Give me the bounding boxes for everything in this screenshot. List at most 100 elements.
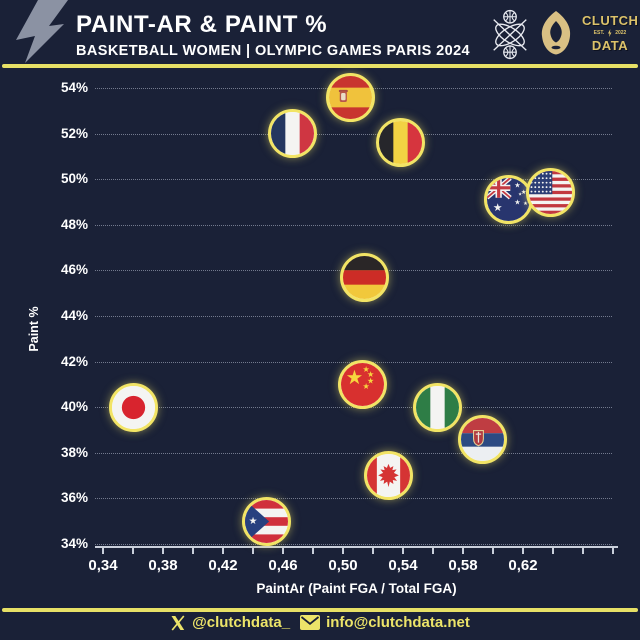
x-tick [522,548,524,554]
x-tick [102,548,104,554]
data-point-puerto-rico: ★ [242,496,291,546]
crossed-basketballs-icon [493,9,527,60]
svg-text:★: ★ [523,201,528,207]
spain-flag-icon [329,75,372,119]
x-tick-label: 0,54 [388,557,418,574]
serbia-flag-icon [461,417,504,461]
brand-est-label: EST. [593,30,605,36]
svg-text:★: ★ [362,382,369,391]
brand-bottom-label: DATA [591,38,629,53]
x-tick [222,548,224,554]
x-tick-label: 0,50 [328,557,358,574]
envelope-icon [300,615,321,630]
x-logo-icon [171,614,185,631]
y-tick-label: 42% [60,353,88,369]
y-tick-label: 36% [60,490,88,506]
gridline [95,544,612,545]
x-tick [492,548,494,554]
x-tick [192,548,194,554]
puerto-rico-flag-icon: ★ [245,499,288,543]
y-axis-title: Paint % [27,306,41,352]
nigeria-flag-icon [416,385,459,429]
svg-text:★: ★ [362,365,369,374]
data-point-germany [339,252,389,302]
y-tick-label: 38% [60,444,88,460]
gridline [95,452,612,454]
email-address: info@clutchdata.net [326,614,470,631]
belgium-flag-icon [378,121,422,165]
x-tick [462,548,464,554]
australia-flag-icon: ★★★★ ★★ [486,178,530,222]
china-flag-icon: ★ ★★★★ [341,362,384,406]
header: PAINT-AR & PAINT % BASKETBALL WOMEN | OL… [76,11,470,59]
gridline [95,316,612,317]
gridline [95,407,612,409]
page-title: PAINT-AR & PAINT % [76,11,328,38]
data-point-japan [108,382,158,432]
x-tick [612,548,614,554]
y-tick-label: 34% [60,536,88,551]
germany-flag-icon [342,255,386,299]
y-tick-label: 48% [60,216,88,232]
x-tick [252,548,254,554]
svg-text:★: ★ [346,366,364,389]
brand-top-label: CLUTCH [582,13,639,28]
gridline [95,224,612,226]
x-tick [162,548,164,554]
y-tick-label: 46% [60,262,88,278]
data-point-belgium [375,118,425,168]
y-tick-label: 54% [60,80,88,95]
usa-flag-icon [528,171,572,215]
svg-text:★: ★ [492,201,502,214]
gridline [95,179,612,181]
svg-text:★: ★ [514,181,520,190]
x-tick-label: 0,58 [448,557,478,574]
data-point-usa [525,168,575,218]
svg-text:★: ★ [514,198,520,207]
japan-flag-icon [111,385,155,429]
data-point-nigeria [413,382,462,432]
footer-divider [2,608,638,612]
x-tick [432,548,434,554]
france-flag-icon [270,112,314,156]
x-tick-label: 0,42 [208,557,238,574]
x-tick-label: 0,62 [508,557,538,574]
twitter-handle-group: @clutchdata_ [170,614,290,631]
x-tick [312,548,314,554]
x-tick-label: 0,34 [88,557,118,574]
x-tick-label: 0,46 [268,557,298,574]
lightning-bolt-icon [16,0,68,63]
data-point-canada [363,451,413,501]
footer: @clutchdata_ info@clutchdata.net [0,614,640,631]
x-axis-title: PaintAr (Paint FGA / Total FGA) [256,581,457,596]
svg-text:★: ★ [367,376,374,385]
clutch-data-wordmark: CLUTCH EST. 2022 DATA [582,13,638,53]
data-point-australia: ★ ★ ★ ★ ★ ★ [483,175,533,225]
y-tick-label: 52% [60,125,88,141]
y-tick-label: 44% [60,308,88,323]
paris-2024-flame-icon [541,11,571,55]
svg-text:★: ★ [249,516,258,527]
page-subtitle: BASKETBALL WOMEN | OLYMPIC GAMES PARIS 2… [76,43,471,59]
svg-text:★: ★ [367,370,374,379]
twitter-handle: @clutchdata_ [192,614,291,631]
x-tick [402,548,404,554]
header-divider [2,64,638,68]
gridline [95,498,612,500]
x-tick [552,548,554,554]
x-tick [132,548,134,554]
data-point-china: ★ ★ ★ ★ ★ [338,359,387,409]
email-group: info@clutchdata.net [300,614,470,631]
canada-flag-icon [366,454,410,498]
y-tick-label: 40% [60,399,88,415]
data-point-france [267,109,317,159]
y-tick-label: 50% [60,171,88,187]
x-tick [582,548,584,554]
svg-text:★: ★ [518,192,522,198]
gridline [95,133,612,135]
x-tick-label: 0,38 [148,557,178,574]
data-point-spain [326,72,375,122]
small-bolt-icon [607,29,612,37]
